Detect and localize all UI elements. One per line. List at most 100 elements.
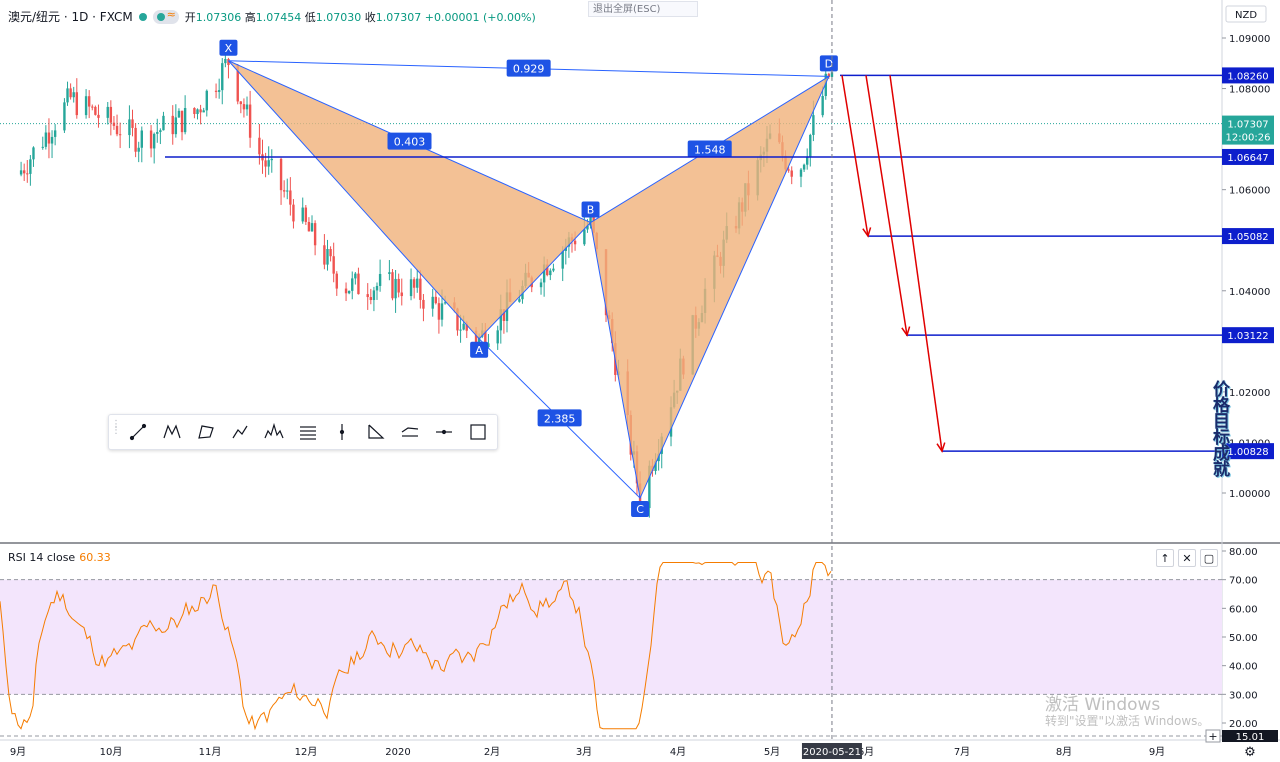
candle-body (369, 297, 373, 301)
candle-body (152, 133, 156, 149)
time-axis-label: 2020 (385, 747, 410, 758)
move-up-icon[interactable]: ↑ (1156, 549, 1174, 567)
vertical-line-icon[interactable] (325, 417, 359, 447)
candle-body (258, 137, 261, 155)
current-date-label: 2020-05-21 (803, 747, 861, 758)
close-icon[interactable]: ✕ (1178, 549, 1196, 567)
candle-body (809, 134, 812, 158)
candle-body (239, 101, 243, 105)
ratio-label: 2.385 (544, 412, 576, 425)
candle-body (549, 270, 552, 276)
candle-body (375, 285, 379, 291)
candle-body (72, 92, 75, 98)
symbol-title[interactable]: 澳元/纽元 · 1D · FXCM (8, 10, 133, 24)
trend-line-icon[interactable] (121, 417, 155, 447)
target-arrow (889, 75, 943, 452)
candle-body (32, 147, 35, 160)
candle-body (91, 106, 94, 108)
price-tick-label: 1.06000 (1229, 186, 1270, 197)
ratio-badge (506, 59, 551, 77)
rsi-value: 60.33 (79, 551, 111, 564)
candle-body (323, 245, 326, 265)
candle-body (159, 130, 162, 133)
exit-fullscreen-button[interactable]: 退出全屏(ESC) (588, 1, 698, 17)
candle-body (177, 110, 181, 118)
candle-body (292, 204, 295, 222)
candle-body (202, 110, 205, 113)
candle-body (270, 158, 273, 161)
pattern-point-badge (470, 341, 489, 358)
side-caption: 价格目标成就 (1213, 380, 1230, 480)
candle-body (440, 303, 444, 320)
elliott-wave-icon[interactable] (291, 417, 325, 447)
pattern-point-badge (581, 201, 600, 218)
candle-body (84, 96, 88, 116)
market-status-icon (138, 12, 147, 21)
time-axis-label: 4月 (670, 746, 686, 758)
data-toggle-icon[interactable] (152, 8, 179, 24)
candle-body (830, 72, 834, 77)
candle-body (394, 278, 397, 299)
rsi-tick-label: 80.00 (1229, 547, 1258, 558)
candle-body (799, 169, 803, 177)
rsi-line (0, 562, 832, 731)
rsi-label[interactable]: RSI 14 close (8, 551, 76, 564)
price-tick-label: 1.00000 (1229, 489, 1270, 500)
candle-body (561, 250, 564, 269)
time-axis-label: 10月 (100, 746, 123, 758)
toolbar-drag-handle[interactable]: ⋮ ⋮ (111, 419, 121, 436)
candle-body (242, 104, 246, 110)
three-drives-icon[interactable] (393, 417, 427, 447)
time-axis-label: 11月 (199, 746, 222, 758)
candle-body (366, 294, 369, 298)
triangle-pattern-icon[interactable] (359, 417, 393, 447)
candle-body (224, 58, 227, 64)
rsi-tick-label: 70.00 (1229, 576, 1258, 587)
candle-body (26, 173, 29, 175)
candle-body (286, 190, 289, 192)
ohlc-values: 开1.07306 高1.07454 低1.07030 收1.07307 +0.0… (184, 10, 536, 24)
candle-body (140, 130, 143, 148)
candle-body (462, 323, 465, 330)
rsi-tick-label: 40.00 (1229, 662, 1258, 673)
candle-body (50, 136, 54, 144)
candle-body (474, 330, 478, 343)
candle-body (372, 290, 376, 301)
pattern-point-badge (631, 501, 650, 518)
gear-icon: ⚙ (1244, 745, 1256, 760)
candle-body (787, 169, 790, 171)
horizontal-line-icon[interactable] (427, 417, 461, 447)
cypher-pattern-icon[interactable] (189, 417, 223, 447)
windows-watermark-sub: 转到"设置"以激活 Windows。 (1045, 714, 1210, 728)
candle-body (149, 130, 153, 149)
pattern-point-badge (819, 55, 838, 72)
price-tick-label: 1.04000 (1229, 287, 1270, 298)
candle-body (416, 278, 419, 288)
candle-body (443, 302, 447, 304)
time-axis-label: 2月 (484, 746, 500, 758)
head-shoulders-icon[interactable] (257, 417, 291, 447)
currency-badge-box (1225, 5, 1267, 23)
xabcd-pattern-icon[interactable] (155, 417, 189, 447)
price-label: 1.05082 (1227, 232, 1268, 243)
candle-body (802, 164, 806, 170)
candle-body (437, 303, 441, 320)
candle-body (502, 309, 506, 321)
candle-body (434, 296, 438, 304)
abcd-pattern-icon[interactable] (223, 417, 257, 447)
currency-badge: NZD (1235, 10, 1257, 21)
time-axis-label: 8月 (1056, 746, 1072, 758)
price-label-box (1222, 115, 1274, 132)
target-arrowhead (936, 442, 946, 453)
pattern-point-label: C (636, 503, 644, 516)
maximize-icon[interactable]: ▢ (1200, 549, 1218, 567)
rectangle-icon[interactable] (461, 417, 495, 447)
current-date-box (801, 743, 862, 759)
candle-body (648, 465, 651, 509)
pattern-point-badge (219, 39, 238, 56)
candle-body (301, 207, 304, 222)
candle-body (199, 109, 202, 113)
windows-watermark: 激活 Windows (1045, 695, 1161, 715)
candle-body (75, 92, 79, 116)
